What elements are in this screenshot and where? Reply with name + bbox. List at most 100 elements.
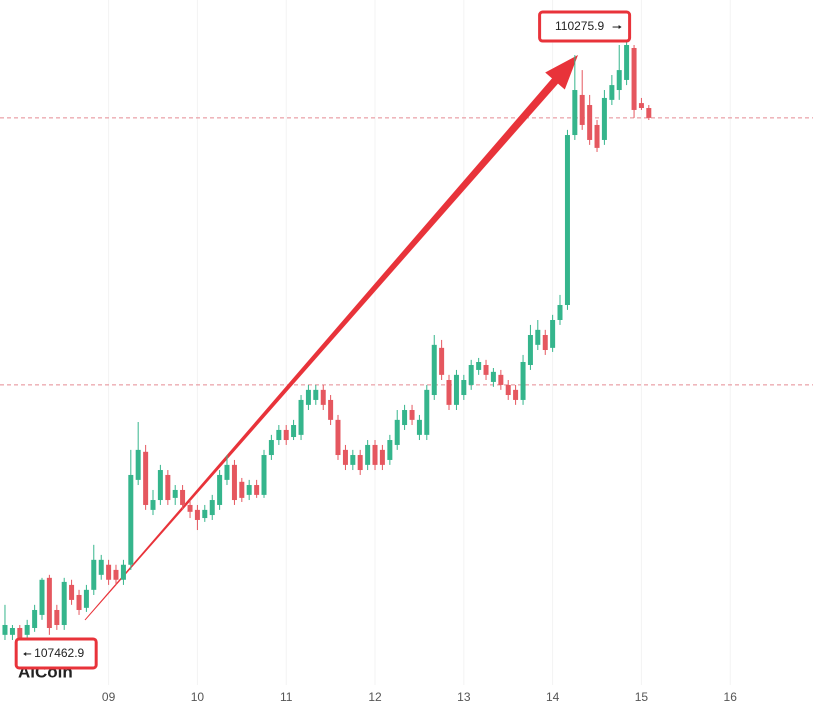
candle-body: [231, 464, 237, 501]
candle-body: [483, 365, 489, 375]
candle-body: [217, 474, 223, 505]
candle-body: [468, 365, 474, 385]
x-tick-label: 09: [102, 690, 116, 704]
x-tick-label: 13: [457, 690, 471, 704]
min-label: 107462.9: [34, 646, 84, 660]
candle-body: [409, 410, 415, 420]
candle-body: [298, 399, 304, 435]
candle-body: [505, 384, 511, 396]
candle-body: [587, 105, 593, 140]
candle-body: [328, 399, 334, 420]
candle-body: [150, 500, 156, 510]
candle-body: [76, 594, 82, 610]
candle-body: [387, 440, 393, 460]
candle-body: [498, 374, 504, 385]
candle-body: [616, 70, 622, 91]
candle-body: [557, 304, 563, 320]
candle-body: [342, 449, 348, 465]
candle-body: [246, 485, 252, 495]
candle-body: [106, 564, 112, 580]
candle-body: [91, 559, 97, 590]
candle-body: [32, 609, 38, 628]
candle-body: [594, 124, 600, 148]
candle-body: [9, 627, 15, 635]
candle-body: [365, 444, 371, 465]
candle-body: [550, 319, 556, 348]
max-label: 110275.9: [555, 19, 604, 33]
candle-body: [254, 485, 260, 495]
candle-body: [194, 509, 200, 520]
candle-body: [17, 627, 23, 640]
candle-body: [379, 449, 385, 465]
annotations: 110275.9 107462.9: [14, 10, 632, 670]
candle-body: [631, 48, 637, 110]
x-tick-label: 12: [368, 690, 382, 704]
candle-body: [39, 579, 45, 615]
x-tick-label: 14: [546, 690, 560, 704]
candle-body: [535, 329, 541, 345]
candle-body: [172, 489, 178, 498]
max-label-arrowhead: [618, 25, 622, 30]
candle-body: [638, 103, 644, 109]
candle-body: [646, 108, 652, 118]
candle-body: [239, 481, 245, 498]
candle-body: [372, 444, 378, 465]
candle-body: [461, 380, 467, 396]
candle-body: [261, 455, 267, 495]
candle-body: [157, 470, 163, 501]
candle-body: [601, 97, 607, 140]
candle-body: [453, 374, 459, 405]
candle-body: [83, 589, 89, 608]
candle-body: [165, 474, 171, 501]
candle-body: [180, 489, 186, 505]
candle-body: [276, 429, 282, 441]
candle-body: [446, 380, 452, 405]
candle-body: [424, 389, 430, 435]
candle-body: [54, 609, 60, 625]
candle-body: [527, 334, 533, 366]
candle-body: [350, 455, 356, 465]
candle-body: [320, 389, 326, 405]
candle-body: [61, 581, 67, 625]
candle-body: [143, 451, 149, 505]
x-tick-label: 16: [724, 690, 738, 704]
candle-body: [357, 455, 363, 471]
candle-body: [128, 474, 134, 565]
candle-body: [579, 94, 585, 125]
min-label-box: [14, 637, 98, 670]
candle-body: [572, 90, 578, 136]
candle-body: [24, 624, 30, 635]
candle-body: [268, 440, 274, 456]
candle-body: [305, 389, 311, 405]
candle-body: [113, 569, 119, 580]
candle-body: [490, 371, 496, 382]
candle-body: [2, 624, 8, 635]
max-label-box: [538, 10, 632, 43]
candle-body: [283, 429, 289, 441]
candle-body: [202, 509, 208, 519]
candle-body: [69, 584, 75, 600]
candle-body: [513, 389, 519, 400]
x-axis: 09 10 11 12 13 14 15 16: [102, 690, 737, 704]
reference-lines: [0, 117, 813, 386]
x-tick-label: 10: [191, 690, 205, 704]
candle-body: [98, 559, 104, 575]
candle-body: [135, 449, 141, 480]
candle-body: [120, 564, 126, 580]
trend-arrow: [84, 55, 578, 621]
candle-body: [224, 464, 230, 480]
candle-body: [402, 410, 408, 426]
min-label-arrowhead: [23, 651, 27, 656]
x-tick-label: 11: [280, 690, 293, 704]
candle-body: [520, 362, 526, 400]
candle-body: [291, 425, 297, 438]
candle-body: [431, 344, 437, 396]
candle-body: [335, 419, 341, 456]
candle-body: [209, 500, 215, 516]
candle-body: [564, 135, 570, 305]
candle-body: [187, 504, 193, 512]
candle-body: [394, 419, 400, 445]
candle-body: [46, 577, 52, 628]
